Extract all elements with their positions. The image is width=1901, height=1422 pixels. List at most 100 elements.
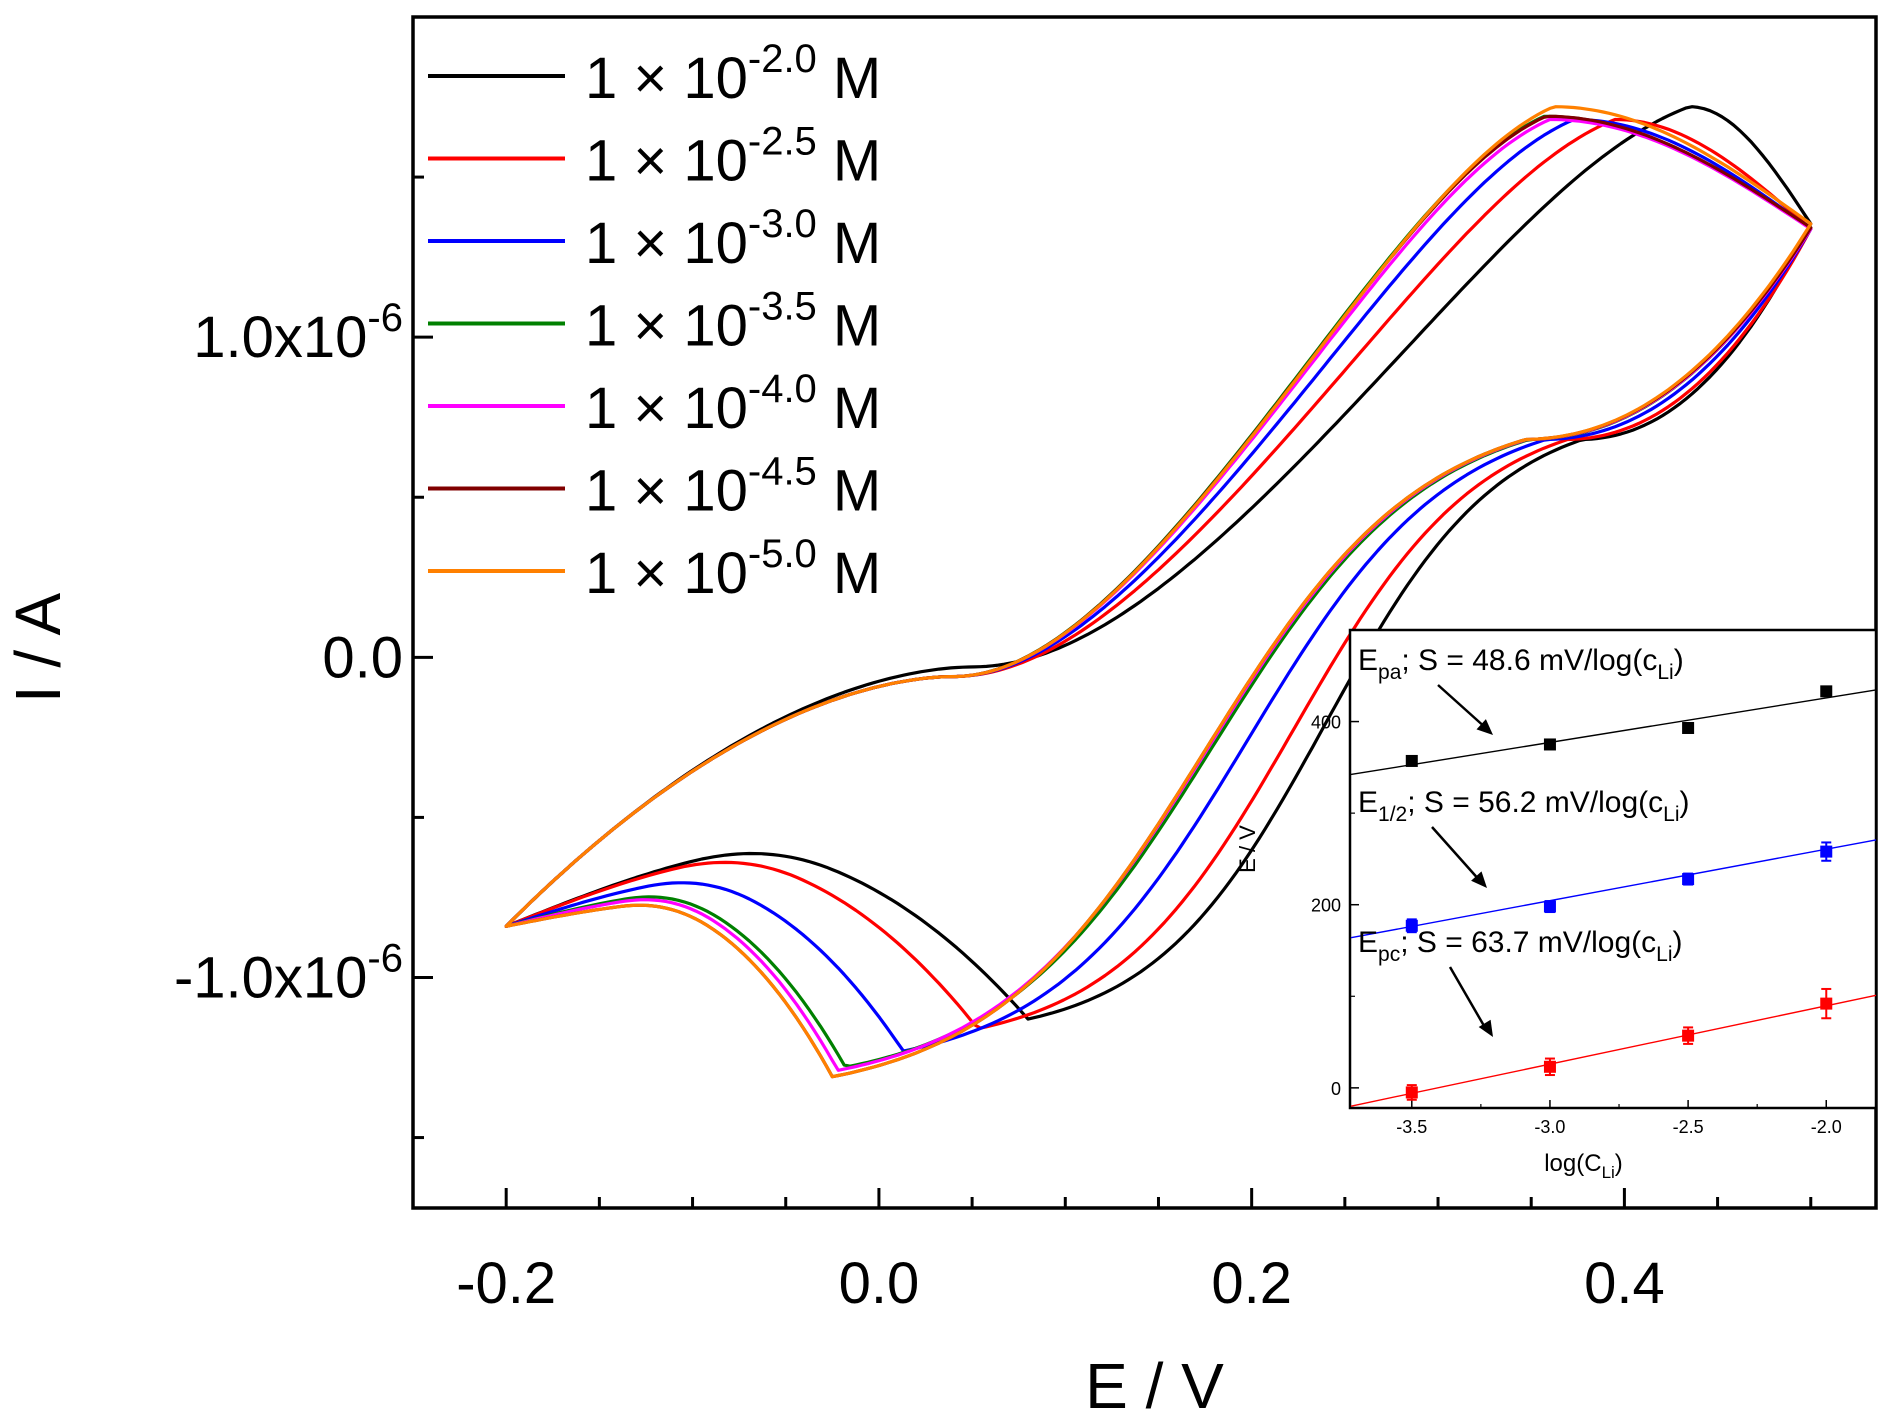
- inset-series-label-part: pa: [1378, 661, 1402, 684]
- legend-label: 1 × 10-5.0 M: [585, 532, 881, 606]
- inset-series-label-part: ; S = 48.6 mV/log(c: [1401, 644, 1657, 677]
- legend-label-base: 1 × 10: [585, 46, 748, 111]
- inset-data-point: [1682, 1029, 1695, 1042]
- inset-arrow-head: [1478, 1019, 1493, 1037]
- legend-label-unit: M: [817, 294, 881, 359]
- inset-data-point: [1820, 997, 1833, 1010]
- x-tick-label: 0.4: [1584, 1251, 1665, 1316]
- y-tick-label: -1.0x10-6: [174, 936, 403, 1010]
- inset-y-tick-label: 200: [1311, 896, 1341, 916]
- inset-data-point: [1543, 738, 1556, 751]
- inset-x-tick-label: -3.5: [1396, 1117, 1427, 1137]
- y-tick-label-part: -1.0x10: [174, 945, 367, 1010]
- inset-x-tick-label: -3.0: [1534, 1117, 1565, 1137]
- inset-series-label-part: ): [1674, 644, 1684, 677]
- legend-label-unit: M: [817, 46, 881, 111]
- inset-data-point: [1682, 721, 1695, 734]
- y-tick-label: 0.0: [322, 625, 403, 690]
- inset-arrow-head: [1476, 719, 1493, 735]
- inset-data-point: [1405, 919, 1418, 932]
- inset-series-label-part: Li: [1663, 803, 1679, 826]
- legend-label-base: 1 × 10: [585, 211, 748, 276]
- cv-curve--5.0: [504, 105, 1813, 1079]
- inset-series-label-part: E: [1358, 926, 1378, 959]
- inset-data-point: [1405, 754, 1418, 767]
- inset-fit-line: [1350, 994, 1877, 1107]
- legend-label: 1 × 10-3.0 M: [585, 202, 881, 276]
- inset-x-axis-title-part: ): [1615, 1150, 1623, 1177]
- main-curves-layer: [504, 105, 1813, 1079]
- legend-label-unit: M: [817, 459, 881, 524]
- inset-x-tick-label: -2.5: [1673, 1117, 1704, 1137]
- inset-series-label-part: pc: [1378, 943, 1400, 966]
- legend-label-exp: -2.5: [748, 120, 817, 164]
- x-tick-label: -0.2: [456, 1251, 556, 1316]
- inset-x-tick-label: -2.0: [1811, 1117, 1842, 1137]
- legend-label-base: 1 × 10: [585, 294, 748, 359]
- inset-fit-line: [1350, 689, 1877, 776]
- y-tick-label-part: 1.0x10: [193, 305, 367, 370]
- inset-series-label: E1/2; S = 56.2 mV/log(cLi): [1358, 786, 1690, 826]
- legend-label-exp: -4.0: [748, 367, 817, 411]
- inset-series-label-part: Li: [1656, 943, 1672, 966]
- inset-frame: [1348, 628, 1878, 1110]
- inset-arrow-shaft: [1431, 826, 1482, 883]
- y-tick-label-part: -6: [367, 296, 403, 340]
- inset-series-label-part: E: [1358, 644, 1378, 677]
- inset-x-axis-title-part: log(C: [1544, 1150, 1601, 1177]
- inset-y-axis-title-part: E / V: [1235, 825, 1260, 873]
- y-axis-title: I / A: [2, 593, 74, 704]
- inset-x-axis-title: log(CLi): [1544, 1150, 1623, 1182]
- legend-label-base: 1 × 10: [585, 129, 748, 194]
- inset-series-label-part: E: [1358, 786, 1378, 819]
- x-axis-title: E / V: [1085, 1350, 1224, 1422]
- inset-series-label-part: ): [1673, 926, 1683, 959]
- legend-label-exp: -2.0: [748, 37, 817, 81]
- inset-series-label-part: 1/2: [1378, 803, 1407, 826]
- x-tick-label: 0.2: [1211, 1251, 1292, 1316]
- legend-label-unit: M: [817, 541, 881, 606]
- legend-label-exp: -3.0: [748, 202, 817, 246]
- legend-label: 1 × 10-2.5 M: [585, 120, 881, 194]
- legend-label-unit: M: [817, 129, 881, 194]
- inset-arrow-shaft: [1448, 966, 1489, 1032]
- legend-label-unit: M: [817, 211, 881, 276]
- legend: 1 × 10-2.0 M1 × 10-2.5 M1 × 10-3.0 M1 × …: [428, 37, 881, 606]
- y-tick-label-part: -6: [367, 936, 403, 980]
- legend-label: 1 × 10-3.5 M: [585, 285, 881, 359]
- legend-label-unit: M: [817, 376, 881, 441]
- inset-arrow-head: [1471, 871, 1487, 888]
- inset-arrow-shaft: [1437, 684, 1488, 730]
- legend-label: 1 × 10-4.5 M: [585, 450, 881, 524]
- inset-series-label: Epa; S = 48.6 mV/log(cLi): [1358, 644, 1684, 684]
- legend-label: 1 × 10-2.0 M: [585, 37, 881, 111]
- main-axes-layer: -0.2 0.0 0.2 0.41.0x10-60.0-1.0x10-6E / VI …: [2, 15, 1878, 1422]
- inset-data-point: [1543, 900, 1556, 913]
- legend-label-exp: -5.0: [748, 532, 817, 576]
- inset-data-point: [1820, 845, 1833, 858]
- inset-y-axis-title: E / V: [1235, 825, 1260, 873]
- inset-data-point: [1682, 873, 1695, 886]
- y-tick-label-part: 0.0: [322, 625, 403, 690]
- inset-y-tick-label: 0: [1331, 1079, 1341, 1099]
- inset-data-point: [1405, 1086, 1418, 1099]
- x-axis-title-part: E / V: [1085, 1350, 1224, 1422]
- inset-series-label-part: ; S = 56.2 mV/log(c: [1407, 786, 1663, 819]
- legend-label-exp: -4.5: [748, 450, 817, 494]
- legend-label-base: 1 × 10: [585, 376, 748, 441]
- inset-y-tick-label: 400: [1311, 713, 1341, 733]
- inset-x-axis-title-part: Li: [1602, 1163, 1615, 1182]
- inset-series-label-part: Li: [1657, 661, 1673, 684]
- main-plot-frame: [411, 15, 1878, 1210]
- inset-series-label-part: ): [1680, 786, 1690, 819]
- legend-label-exp: -3.5: [748, 285, 817, 329]
- y-axis-title-part: I / A: [2, 593, 74, 704]
- inset-series-label: Epc; S = 63.7 mV/log(cLi): [1358, 926, 1683, 966]
- inset-fit-line: [1350, 839, 1877, 939]
- legend-label-base: 1 × 10: [585, 459, 748, 524]
- legend-label: 1 × 10-4.0 M: [585, 367, 881, 441]
- x-tick-label: 0.0: [839, 1251, 920, 1316]
- inset-data-point: [1820, 685, 1833, 698]
